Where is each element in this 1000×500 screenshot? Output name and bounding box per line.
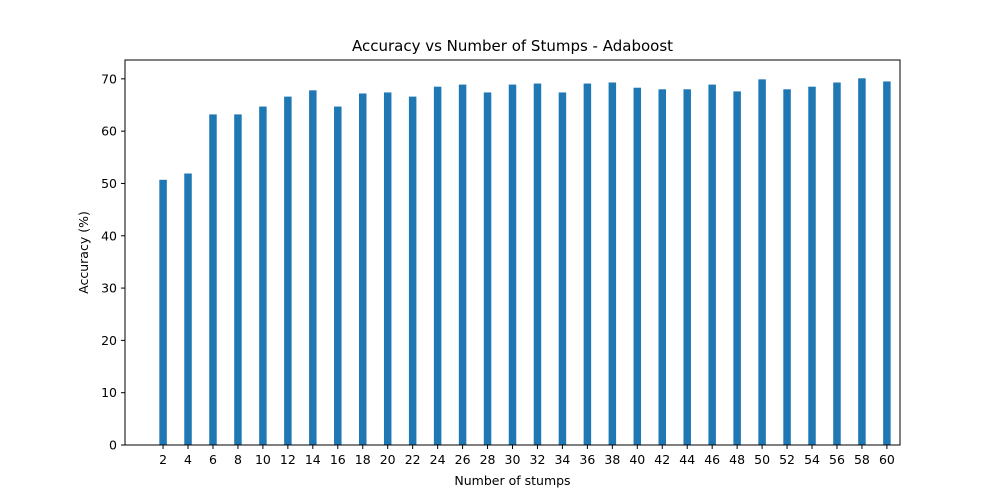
x-tick-label: 14 <box>305 452 321 467</box>
bar-4 <box>184 173 192 445</box>
bar-26 <box>458 84 467 445</box>
bar-42 <box>658 89 666 445</box>
bar-8 <box>234 114 242 446</box>
bar-54 <box>808 86 816 446</box>
y-axis-label: Accuracy (%) <box>76 211 91 294</box>
y-tick-label: 0 <box>109 438 117 453</box>
x-tick-label: 2 <box>159 452 167 467</box>
x-tick-label: 24 <box>430 452 446 467</box>
bar-22 <box>408 96 417 446</box>
bar-14 <box>309 90 317 445</box>
bars-group <box>159 78 891 446</box>
bar-12 <box>284 96 292 446</box>
x-tick-label: 34 <box>554 452 570 467</box>
bar-50 <box>758 79 766 445</box>
y-tick-label: 20 <box>101 333 117 348</box>
chart-title: Accuracy vs Number of Stumps - Adaboost <box>352 37 673 55</box>
bar-46 <box>708 84 716 445</box>
x-tick-label: 16 <box>330 452 346 467</box>
x-tick-label: 22 <box>405 452 421 467</box>
y-tick-label: 10 <box>101 385 117 400</box>
x-tick-label: 6 <box>209 452 217 467</box>
bar-24 <box>433 86 442 446</box>
bar-56 <box>833 82 841 446</box>
x-tick-label: 58 <box>854 452 870 467</box>
x-tick-label: 18 <box>355 452 371 467</box>
bar-2 <box>159 179 167 446</box>
x-tick-label: 40 <box>629 452 645 467</box>
bar-44 <box>683 89 691 445</box>
x-tick-label: 4 <box>184 452 192 467</box>
bar-52 <box>783 89 791 445</box>
x-tick-label: 20 <box>380 452 396 467</box>
bar-30 <box>508 84 517 445</box>
bar-36 <box>583 83 592 445</box>
x-tick-label: 28 <box>480 452 496 467</box>
bar-48 <box>733 91 741 445</box>
bar-20 <box>383 92 392 446</box>
x-tick-label: 52 <box>779 452 795 467</box>
x-tick-label: 30 <box>505 452 521 467</box>
x-tick-label: 48 <box>729 452 745 467</box>
x-tick-label: 56 <box>829 452 845 467</box>
y-tick-label: 70 <box>101 71 117 86</box>
x-tick-label: 50 <box>754 452 770 467</box>
y-tick-label: 40 <box>101 228 117 243</box>
bar-16 <box>334 106 342 445</box>
x-tick-label: 46 <box>704 452 720 467</box>
y-axis-ticks: 0 10 20 30 40 50 60 70 <box>101 71 125 453</box>
x-tick-label: 12 <box>280 452 296 467</box>
y-tick-label: 30 <box>101 281 117 296</box>
y-tick-label: 60 <box>101 124 117 139</box>
bar-32 <box>533 83 542 445</box>
x-tick-label: 36 <box>579 452 595 467</box>
bar-58 <box>858 78 866 445</box>
y-tick-label: 50 <box>101 176 117 191</box>
bar-60 <box>883 81 891 445</box>
x-tick-label: 26 <box>455 452 471 467</box>
x-axis-label: Number of stumps <box>454 473 570 488</box>
x-tick-label: 60 <box>879 452 895 467</box>
bar-40 <box>633 87 642 445</box>
bar-18 <box>359 93 367 445</box>
x-tick-label: 42 <box>654 452 670 467</box>
x-tick-label: 10 <box>255 452 271 467</box>
x-tick-label: 38 <box>604 452 620 467</box>
x-tick-label: 54 <box>804 452 820 467</box>
bar-34 <box>558 92 567 446</box>
x-axis-ticks: 2 4 6 8 10 12 14 16 18 20 22 24 26 28 30 32 34 36 38 40 42 44… <box>159 445 895 467</box>
bar-38 <box>608 82 617 446</box>
x-tick-label: 8 <box>234 452 242 467</box>
x-tick-label: 32 <box>530 452 546 467</box>
bar-6 <box>209 114 217 446</box>
x-tick-label: 44 <box>679 452 695 467</box>
bar-10 <box>259 106 267 445</box>
bar-28 <box>483 92 492 446</box>
